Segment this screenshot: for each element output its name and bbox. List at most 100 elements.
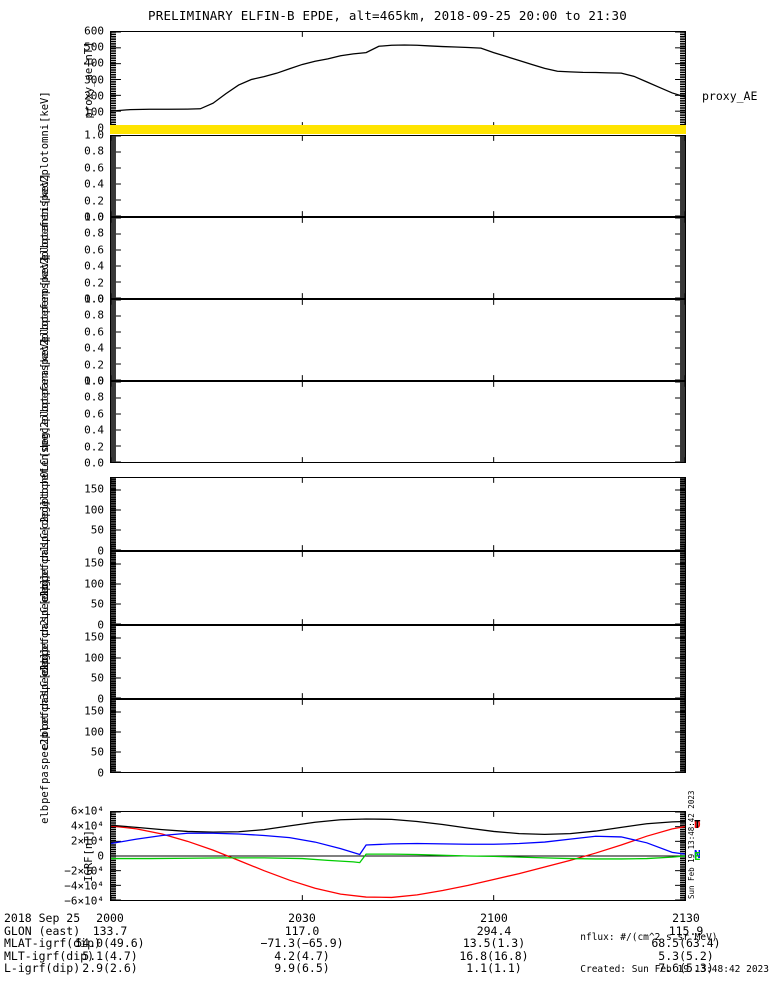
- legend-item-t: T: [694, 818, 701, 831]
- ytick-label: 50: [90, 597, 104, 611]
- ytick-label: 100: [84, 725, 104, 739]
- ytick-labels-proxy_ae: 0 100 200 300 400 500 600: [44, 26, 104, 134]
- axis-annotation-value: 68.5(63.4): [651, 936, 721, 951]
- ytick-labels-en-para: 0.0 0.2 0.4 0.6 0.8 1.0: [44, 376, 104, 469]
- legend-item-d: D: [694, 818, 701, 831]
- legend-item-n: N: [694, 848, 701, 861]
- ytick-label: 50: [90, 523, 104, 537]
- ytick-label: 50: [90, 745, 104, 759]
- panel-pa-ch3lc: [110, 699, 686, 773]
- panel-title-line: para: [39, 369, 51, 396]
- panel-title-line: IGRF: [83, 856, 95, 882]
- axis-annotation-value: 7.6(5.3): [658, 961, 714, 976]
- axis-annotation-value: 54.0(49.6): [75, 936, 145, 951]
- axis-annotation-row: L-igrf(dip) 2.9(2.6) 9.9(6.5) 1.1(1.1) 7.6(5…: [0, 962, 775, 975]
- panel-title-line: [deg]: [39, 574, 51, 606]
- axis-annotation-value: 16.8(16.8): [459, 948, 529, 963]
- highlight-bar: [110, 125, 686, 134]
- ytick-label: 0.6: [84, 325, 104, 339]
- ytick-labels-pa-ch2lc: 0 50 100 150: [44, 625, 104, 705]
- ytick-label: 150: [84, 482, 104, 496]
- panel-proxy_ae: [110, 31, 686, 128]
- panel-igrf: [110, 811, 686, 901]
- panel-title-proxy_ae: proxy_ae [nT]: [83, 31, 95, 128]
- panel-title-line: proxy_ae: [83, 67, 95, 118]
- legend-item-e: E: [694, 850, 701, 863]
- ytick-label: 0.8: [84, 308, 104, 322]
- axis-annotation-value: 4.2(4.7): [274, 948, 330, 963]
- ytick-label: 500: [84, 40, 104, 54]
- ytick-label: 0.2: [84, 440, 104, 454]
- ytick-label: 200: [84, 89, 104, 103]
- axis-annotation-value: 117.0: [284, 923, 320, 938]
- panel-title-line: [keV]: [39, 255, 51, 287]
- axis-annotation-value: 2000: [96, 911, 124, 925]
- ytick-label: 0.0: [84, 374, 104, 388]
- ytick-label: 0.0: [84, 210, 104, 224]
- ytick-label: 50: [90, 671, 104, 685]
- axis-annotation-value: 2.9(2.6): [82, 961, 138, 976]
- panel-title-line: ch1LC: [39, 532, 51, 565]
- panel-title-line: pef: [39, 784, 51, 804]
- ytick-label: 100: [84, 105, 104, 119]
- panel-title-line: anti: [39, 205, 51, 232]
- ytick-label: 0.8: [84, 144, 104, 158]
- axis-annotation-name: GLON (east): [4, 923, 81, 938]
- ytick-label: 1.0: [84, 374, 104, 388]
- trace-t: [111, 818, 685, 836]
- ytick-label: 400: [84, 56, 104, 70]
- ytick-label: 0: [97, 692, 104, 706]
- footer-created: Created: Sun Feb 19 13:48:42 2023: [580, 963, 769, 975]
- ytick-label: 4×10⁴: [70, 819, 104, 833]
- ytick-label: 1.0: [84, 210, 104, 224]
- page-title: PRELIMINARY ELFIN-B EPDE, alt=465km, 201…: [148, 8, 627, 23]
- ytick-label: 0.6: [84, 243, 104, 257]
- ytick-label: 600: [84, 24, 104, 38]
- ytick-labels-igrf: −6×10⁴ −4×10⁴ −2×10⁴ 0 2×10⁴ 4×10⁴ 6×10⁴: [44, 806, 104, 907]
- panel-title-line: [keV]: [39, 173, 51, 205]
- ytick-label: 1.0: [84, 292, 104, 306]
- trace-proxy_ae: [111, 44, 685, 112]
- ytick-label: 1.0: [84, 128, 104, 142]
- ytick-label: 300: [84, 73, 104, 86]
- footer: nflux: #/(cm^2 s sr MeV) Created: Sun Fe…: [580, 912, 769, 996]
- panel-title-igrf: IGRF [nT]: [83, 811, 95, 901]
- ytick-label: 0.2: [84, 276, 104, 290]
- axis-annotation-name: MLAT-igrf(dip): [4, 936, 101, 951]
- ytick-label: 0.4: [84, 259, 104, 273]
- ytick-label: 0.0: [84, 292, 104, 306]
- ytick-label: −6×10⁴: [64, 894, 104, 908]
- axis-annotation-name: 2018 Sep 25: [4, 911, 81, 925]
- ytick-label: 150: [84, 630, 104, 644]
- ytick-label: 2×10⁴: [70, 834, 104, 848]
- panel-pa-ch0lc: [110, 477, 686, 551]
- ytick-label: 0.4: [84, 341, 104, 355]
- ytick-label: 0.0: [84, 456, 104, 470]
- axis-annotation-name: MLT-igrf(dip): [4, 948, 95, 963]
- axis-annotation-row: GLON (east) 133.7 117.0 294.4 115.9: [0, 923, 775, 938]
- panel-title-line: ch3LC: [39, 680, 51, 713]
- axis-annotation-value: 2100: [480, 911, 508, 925]
- trace-d: [111, 825, 685, 899]
- ytick-label: 0.4: [84, 177, 104, 191]
- axis-annotation-table: 2018 Sep 25 2000 2030 2100 2130 GLON (east) 13…: [0, 912, 775, 975]
- panel-title-line: [nT]: [83, 41, 95, 67]
- panel-title-line: [deg]: [39, 500, 51, 532]
- axis-annotation-row: MLAT-igrf(dip) 54.0(49.6) −71.3(−65.9) 13.5…: [0, 937, 775, 950]
- panel-title-line: omni: [39, 123, 51, 150]
- panel-title-line: ch2LC: [39, 606, 51, 639]
- ytick-label: 100: [84, 651, 104, 665]
- panel-pa-ch1lc: [110, 551, 686, 625]
- axis-annotation-value: 294.4: [476, 923, 512, 938]
- ytick-label: 0: [97, 121, 104, 135]
- footer-units: nflux: #/(cm^2 s sr MeV): [580, 932, 718, 943]
- panel-en-perp: [110, 299, 686, 381]
- ytick-label: 150: [84, 704, 104, 718]
- axis-annotation-value: 133.7: [92, 923, 128, 938]
- panel-title-line: [keV]: [39, 337, 51, 369]
- panel-title-line: pa: [39, 771, 51, 784]
- axis-annotation-value: 5.1(4.7): [82, 948, 138, 963]
- ytick-label: 0.2: [84, 358, 104, 372]
- ytick-labels-en-anti: 0.0 0.2 0.4 0.6 0.8 1.0: [44, 212, 104, 305]
